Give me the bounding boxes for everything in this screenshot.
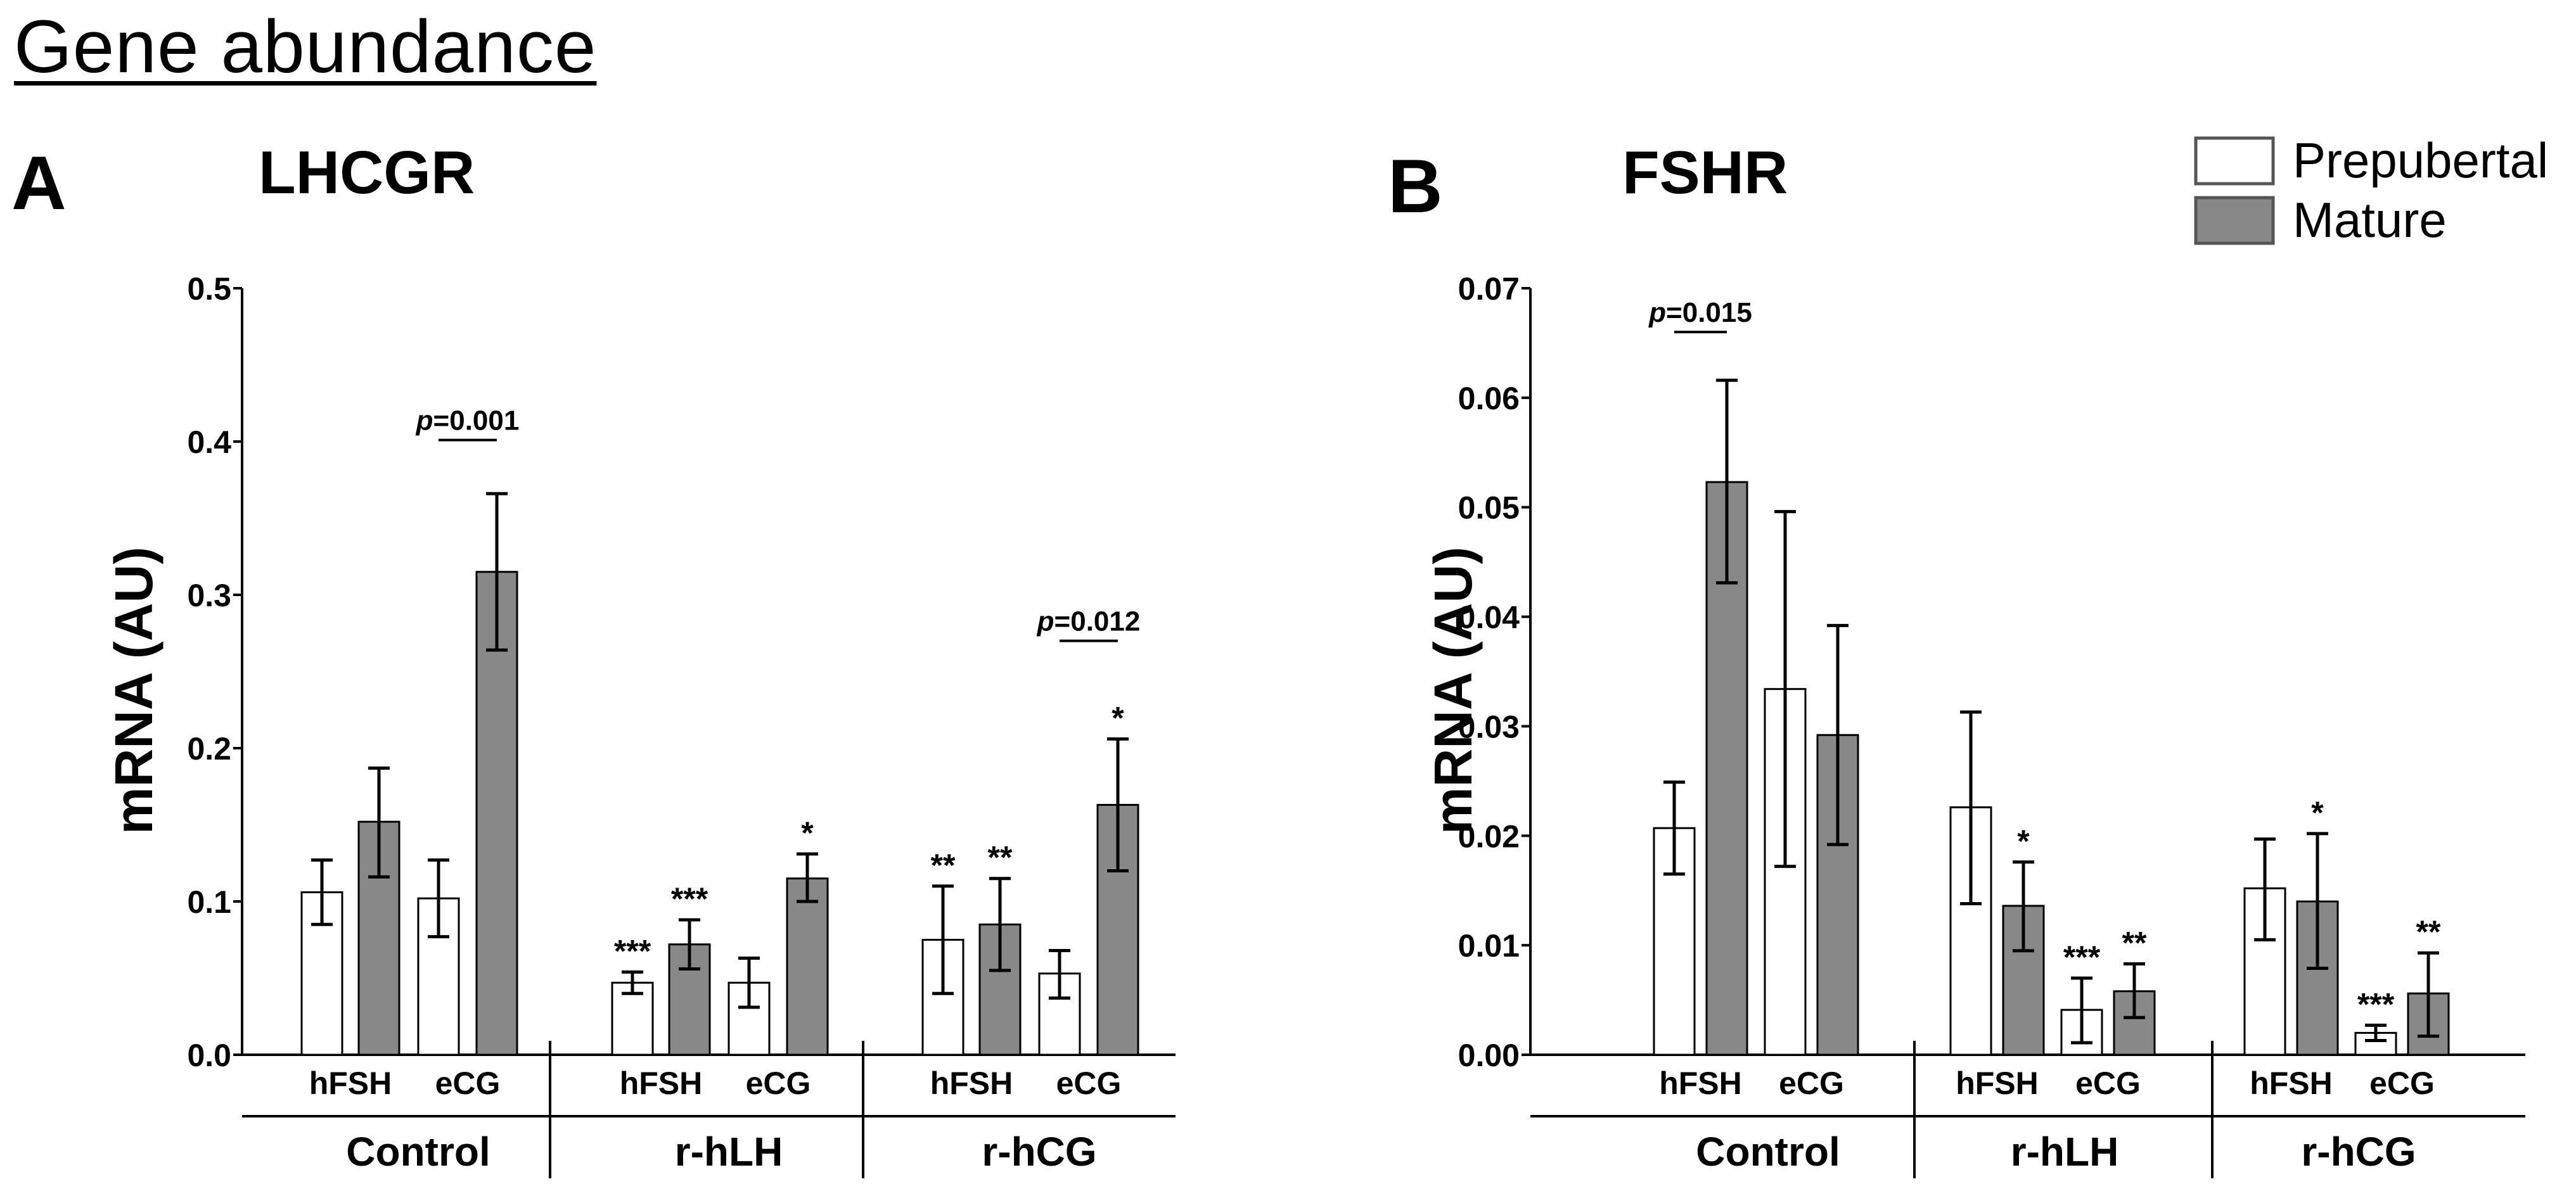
- y-tick-label: 0.02: [1458, 818, 1520, 854]
- page-title: Gene abundance: [14, 5, 597, 89]
- p-value-label: p=0.015: [1648, 297, 1752, 328]
- y-tick-label: 0.03: [1458, 709, 1520, 744]
- subgroup-label: eCG: [1779, 1066, 1844, 1101]
- y-tick-label: 0.2: [187, 731, 231, 767]
- y-axis-label: mRNA (AU): [104, 547, 163, 834]
- significance-marker: ***: [2063, 939, 2101, 975]
- subgroup-label: eCG: [1056, 1066, 1122, 1101]
- group-label: r-hCG: [2301, 1129, 2416, 1174]
- legend-label: Mature: [2293, 192, 2447, 248]
- legend-swatch: [2194, 136, 2275, 186]
- y-tick-label: 0.1: [187, 884, 231, 920]
- bar: [417, 897, 460, 1056]
- significance-marker: ***: [2357, 986, 2395, 1022]
- subgroup-label: hFSH: [930, 1066, 1013, 1101]
- y-tick-label: 0.07: [1458, 271, 1520, 307]
- bar: [475, 571, 518, 1056]
- y-axis-label: mRNA (AU): [1423, 547, 1483, 834]
- significance-marker: *: [801, 815, 814, 851]
- group-label: r-hCG: [982, 1129, 1096, 1174]
- y-tick-label: 0.4: [187, 424, 231, 460]
- panel-letter: A: [11, 141, 67, 226]
- y-tick-label: 0.04: [1458, 600, 1520, 635]
- subgroup-label: hFSH: [1659, 1066, 1742, 1101]
- p-value-label: p=0.001: [416, 405, 520, 436]
- y-tick-label: 0.06: [1458, 381, 1520, 416]
- significance-marker: **: [931, 848, 956, 883]
- significance-marker: ***: [671, 881, 708, 917]
- subgroup-label: eCG: [2369, 1066, 2435, 1101]
- subgroup-label: eCG: [2075, 1066, 2141, 1101]
- group-label: Control: [346, 1129, 490, 1174]
- y-tick-label: 0.3: [187, 578, 231, 613]
- p-value-label: p=0.012: [1037, 606, 1141, 637]
- y-tick-label: 0.5: [187, 271, 231, 307]
- bar: [2354, 1031, 2397, 1056]
- bar: [300, 891, 343, 1056]
- panel-letter: B: [1388, 144, 1443, 229]
- group-label: r-hLH: [2011, 1129, 2119, 1174]
- significance-marker: *: [2311, 795, 2324, 831]
- significance-marker: *: [2017, 824, 2030, 859]
- panel-title: FSHR: [1622, 139, 1788, 207]
- significance-marker: *: [1112, 700, 1124, 735]
- bar: [2002, 905, 2045, 1056]
- significance-marker: **: [988, 840, 1013, 875]
- significance-marker: **: [2122, 926, 2147, 961]
- group-label: r-hLH: [675, 1129, 783, 1174]
- legend-swatch: [2194, 196, 2275, 245]
- subgroup-label: eCG: [746, 1066, 811, 1101]
- y-tick-label: 0.00: [1458, 1038, 1520, 1073]
- significance-marker: ***: [614, 933, 651, 969]
- legend-label: Prepubertal: [2293, 132, 2548, 188]
- subgroup-label: hFSH: [1956, 1066, 2039, 1101]
- significance-marker: **: [2416, 914, 2441, 950]
- subgroup-label: hFSH: [309, 1066, 392, 1101]
- subgroup-label: hFSH: [620, 1066, 703, 1101]
- y-tick-label: 0.0: [187, 1038, 231, 1073]
- subgroup-label: eCG: [435, 1066, 501, 1101]
- group-label: Control: [1696, 1129, 1840, 1174]
- panel-title: LHCGR: [259, 139, 475, 207]
- bar: [786, 877, 829, 1056]
- y-tick-label: 0.01: [1458, 928, 1520, 964]
- y-tick-label: 0.05: [1458, 490, 1520, 526]
- subgroup-label: hFSH: [2250, 1066, 2333, 1101]
